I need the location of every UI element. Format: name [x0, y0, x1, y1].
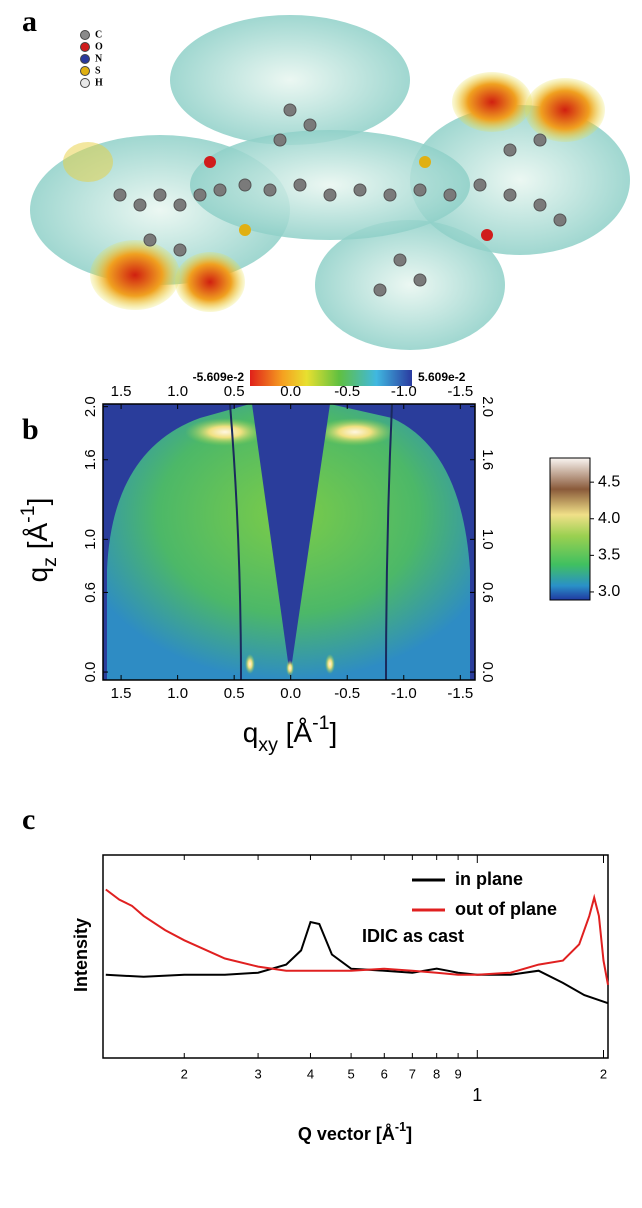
y-tick-label: 0.6 [479, 582, 496, 603]
legend-swatch [80, 42, 90, 52]
y-tick-label: 1.6 [479, 449, 496, 470]
x-tick-label: 2 [600, 1066, 607, 1081]
x-tick-label: 4 [307, 1066, 314, 1081]
x-tick-label: 2 [181, 1066, 188, 1081]
y-tick-label: 1.6 [82, 449, 99, 470]
y-tick-label: 0.0 [82, 662, 99, 683]
panel-label: b [22, 413, 39, 446]
axis-label: qxy [Å-1] [243, 712, 338, 756]
x-tick-label: 9 [454, 1066, 461, 1081]
legend-label: out of plane [455, 899, 557, 919]
colorbar-label: 5.609e-2 [418, 370, 466, 384]
label-part: q [22, 567, 53, 583]
x-tick-label: 1.5 [111, 685, 132, 702]
colorbar-tick-label: 4.5 [598, 473, 620, 490]
panel-label: a [22, 5, 37, 38]
label-part: -1 [17, 505, 39, 522]
x-tick-label: 0.5 [224, 685, 245, 702]
label-part: ] [330, 717, 338, 748]
x-tick-label: -1.0 [391, 383, 417, 400]
esp-colorbar [250, 370, 412, 386]
legend-swatch [80, 54, 90, 64]
axis-label: qz [Å-1] [17, 498, 61, 583]
label-part: q [243, 717, 259, 748]
x-tick-label: 0.0 [280, 383, 301, 400]
y-tick-label: 0.6 [82, 582, 99, 603]
label-part: z [39, 557, 61, 567]
colorbar-tick-label: 3.0 [598, 583, 620, 600]
data-line [105, 920, 609, 1005]
x-tick-label: 6 [381, 1066, 388, 1081]
x-tick-label: 1 [472, 1085, 482, 1105]
y-tick-label: 0.0 [479, 662, 496, 683]
colorbar-tick-label: 4.0 [598, 510, 620, 527]
y-tick-label: 1.0 [82, 529, 99, 550]
plot-frame [102, 854, 609, 1059]
x-tick-label: -1.5 [447, 685, 473, 702]
y-axis-label: Intensity [71, 918, 91, 992]
label-part: Q vector [Å [298, 1124, 395, 1144]
x-tick-label: 8 [433, 1066, 440, 1081]
label-part: ] [22, 498, 53, 506]
y-tick-label: 2.0 [479, 396, 496, 417]
y-tick-label: 1.0 [479, 529, 496, 550]
legend-label: H [95, 77, 103, 88]
label-part: ] [406, 1124, 412, 1144]
x-tick-label: 1.5 [111, 383, 132, 400]
colorbar-label: -5.609e-2 [193, 370, 245, 384]
x-tick-label: 1.0 [167, 383, 188, 400]
x-tick-label: 1.0 [167, 685, 188, 702]
x-tick-label: 5 [347, 1066, 354, 1081]
x-tick-label: -0.5 [334, 383, 360, 400]
data-line [105, 888, 609, 986]
label-part: xy [258, 734, 278, 756]
colorbar-tick-label: 3.5 [598, 547, 620, 564]
x-tick-label: -1.5 [447, 383, 473, 400]
x-tick-label: 7 [409, 1066, 416, 1081]
x-tick-label: -1.0 [391, 685, 417, 702]
x-tick-label: 3 [254, 1066, 261, 1081]
legend-label: S [95, 65, 101, 76]
x-tick-label: 0.0 [280, 685, 301, 702]
panel-label: c [22, 803, 35, 836]
legend-label: O [95, 41, 103, 52]
annotation: IDIC as cast [362, 926, 464, 946]
legend-swatch [80, 78, 90, 88]
legend-label: in plane [455, 869, 523, 889]
axis-label: Q vector [Å-1] [298, 1120, 412, 1143]
label-part: -1 [312, 712, 329, 734]
label-part: [Å [22, 522, 53, 557]
x-tick-label: -0.5 [334, 685, 360, 702]
legend-label: C [95, 29, 102, 40]
label-part: [Å [278, 717, 313, 748]
molecule-illustration [30, 15, 630, 350]
legend-label: N [95, 53, 103, 64]
legend-swatch [80, 30, 90, 40]
z-colorbar [549, 457, 591, 601]
legend-swatch [80, 66, 90, 76]
label-part: -1 [395, 1120, 406, 1134]
y-tick-label: 2.0 [82, 396, 99, 417]
heatmap-image [102, 403, 476, 681]
x-tick-label: 0.5 [224, 383, 245, 400]
